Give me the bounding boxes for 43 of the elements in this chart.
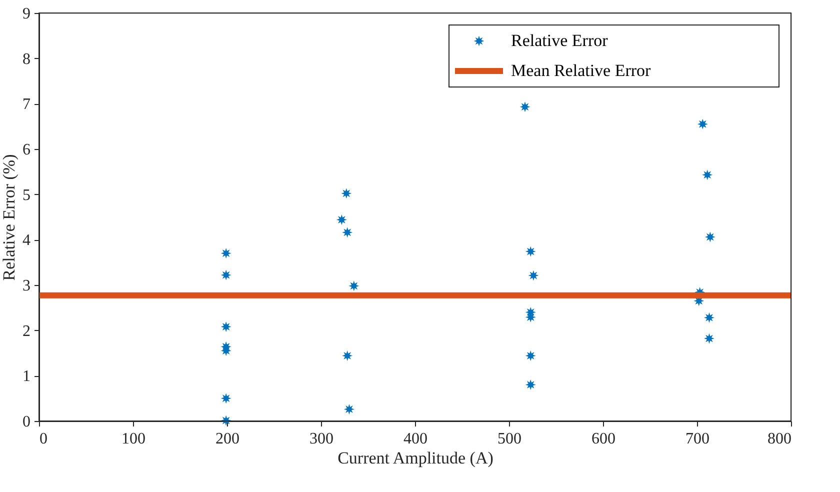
point: [697, 118, 708, 130]
point: [528, 270, 539, 281]
point: [702, 170, 713, 180]
point: [525, 350, 536, 361]
point: [704, 333, 714, 344]
point: [341, 188, 352, 199]
x-tick-label: 500: [498, 430, 522, 448]
x-tick-label: 200: [216, 430, 240, 448]
point: [704, 312, 714, 323]
y-tick-label: 0: [22, 414, 30, 430]
x-tick-label: 600: [592, 430, 616, 448]
y-tick-label: 4: [22, 232, 30, 250]
point: [344, 404, 354, 414]
point: [220, 321, 232, 332]
y-tick-label: 8: [22, 50, 30, 68]
y-tick-label: 9: [22, 6, 30, 22]
x-tick-label: 800: [768, 430, 792, 448]
legend-label: Relative Error: [511, 31, 608, 50]
point: [342, 227, 353, 238]
point: [220, 270, 232, 280]
point: [220, 393, 232, 404]
x-tick-label: 400: [404, 430, 428, 448]
point: [342, 350, 353, 361]
y-tick-label: 6: [22, 142, 30, 158]
point: [525, 246, 536, 257]
y-tick-label: 2: [22, 322, 30, 340]
x-tick-label: 100: [122, 430, 146, 448]
y-tick-label: 3: [22, 278, 30, 294]
point: [704, 232, 716, 242]
point: [336, 214, 347, 225]
legend-label: Mean Relative Error: [511, 61, 652, 80]
point: [220, 248, 232, 259]
point: [525, 379, 536, 390]
y-tick-label: 5: [22, 186, 30, 204]
x-tick-label: 300: [310, 430, 334, 448]
point: [348, 280, 360, 292]
point: [520, 102, 530, 112]
y-tick-label: 7: [22, 96, 30, 114]
x-tick-label: 0: [40, 430, 48, 448]
x-axis-title: Current Amplitude (A): [338, 448, 494, 468]
y-tick-label: 1: [22, 368, 30, 386]
y-axis-title: Relative Error (%): [0, 154, 18, 281]
x-tick-label: 700: [686, 430, 710, 448]
